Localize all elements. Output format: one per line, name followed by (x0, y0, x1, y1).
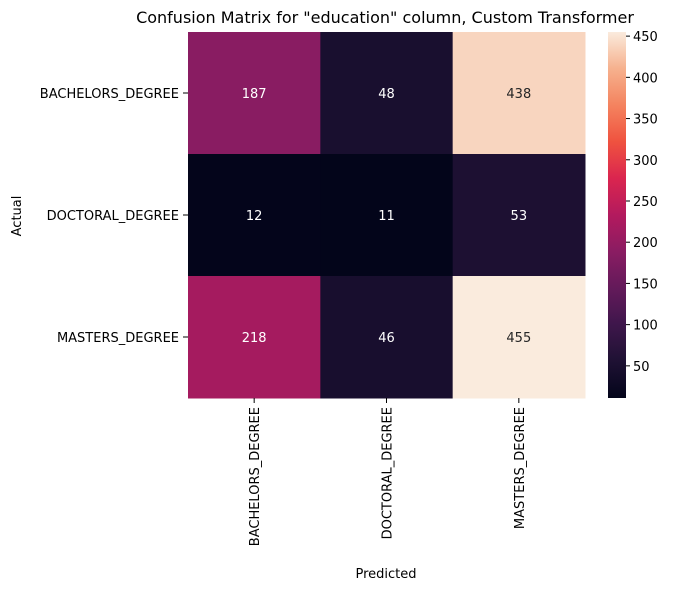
cell-value-label: 48 (378, 87, 395, 102)
y-axis-ticks: BACHELORS_DEGREE DOCTORAL_DEGREE MASTERS_D… (40, 87, 188, 346)
cell-value-label: 455 (506, 331, 531, 346)
cell-value-label: 12 (246, 209, 263, 224)
colorbar-tick-label: 250 (633, 195, 658, 210)
heatmap-cell (188, 154, 321, 277)
cell-value-label: 46 (378, 331, 395, 346)
x-tick-label: MASTERS_DEGREE (513, 407, 528, 529)
colorbar-tick-label: 400 (633, 71, 658, 86)
cell-value-label: 11 (378, 209, 395, 224)
heatmap-cell (188, 32, 321, 155)
x-axis-label: Predicted (355, 567, 416, 582)
cell-value-label: 187 (242, 87, 267, 102)
colorbar-ticks: 50 100 150 200 250 300 350 400 450 (626, 30, 658, 375)
x-tick-label: BACHELORS_DEGREE (248, 407, 263, 546)
chart-title: Confusion Matrix for "education" column,… (136, 8, 634, 27)
colorbar-tick-label: 350 (633, 113, 658, 128)
heatmap-cell (320, 154, 454, 277)
heatmap-cell (452, 32, 586, 155)
colorbar: 50 100 150 200 250 300 350 400 450 (608, 30, 658, 398)
colorbar-tick-label: 200 (633, 236, 658, 251)
y-tick-label: BACHELORS_DEGREE (40, 87, 179, 102)
cell-value-label: 438 (506, 87, 531, 102)
y-tick-label: MASTERS_DEGREE (57, 331, 179, 346)
x-tick-label: DOCTORAL_DEGREE (381, 407, 396, 539)
cell-annotations: 187 48 438 12 11 53 218 46 455 (242, 87, 531, 346)
y-axis-label: Actual (10, 196, 25, 237)
colorbar-gradient (608, 32, 626, 398)
x-axis-ticks: BACHELORS_DEGREE DOCTORAL_DEGREE MASTERS_D… (248, 398, 528, 546)
heatmap-cell (188, 276, 321, 399)
y-tick-label: DOCTORAL_DEGREE (47, 209, 179, 224)
heatmap-cell (320, 276, 454, 399)
colorbar-tick-label: 50 (633, 360, 650, 375)
cell-value-label: 218 (242, 331, 267, 346)
heatmap-cell (320, 32, 454, 155)
cell-value-label: 53 (511, 209, 528, 224)
colorbar-tick-label: 450 (633, 30, 658, 45)
colorbar-tick-label: 300 (633, 154, 658, 169)
colorbar-tick-label: 150 (633, 277, 658, 292)
heatmap-cell (452, 276, 586, 399)
heatmap-cells (188, 32, 586, 399)
colorbar-tick-label: 100 (633, 319, 658, 334)
heatmap-cell (452, 154, 586, 277)
